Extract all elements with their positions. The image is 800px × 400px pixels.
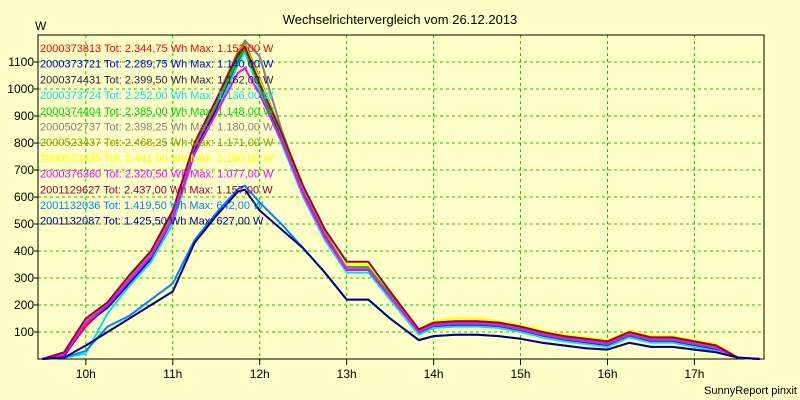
y-tick-label: 800: [14, 136, 34, 150]
series-line-2001129627: [42, 45, 760, 360]
legend-entry-2000373724: 2000373724 Tot: 2.252,00 Wh Max: 1.136,0…: [40, 90, 274, 102]
y-axis: 100 200 300 400 500 600 700 800 900 1000 1100: [7, 55, 38, 339]
series-line-2000373724: [42, 51, 760, 360]
series-line-2001132087: [42, 188, 760, 360]
legend-entry-2000502737: 2000502737 Tot: 2.398,25 Wh Max: 1.180,0…: [40, 122, 274, 134]
x-tick-label: 14h: [424, 367, 444, 381]
y-tick-label: 1000: [7, 82, 34, 96]
y-tick-label: 1100: [8, 55, 34, 69]
y-tick-label: 600: [14, 190, 34, 204]
x-tick-label: 10h: [76, 367, 96, 381]
y-tick-label: 300: [14, 271, 34, 285]
legend-entry-2000374404: 2000374404 Tot: 2.385,00 Wh Max: 1.148,0…: [40, 106, 274, 118]
series-lines: [42, 39, 760, 360]
x-tick-label: 15h: [511, 367, 531, 381]
y-tick-label: 900: [14, 109, 34, 123]
series-line-2000376360: [42, 67, 760, 360]
legend-entry-2000376360: 2000376360 Tot: 2.320,50 Wh Max: 1.077,0…: [40, 169, 274, 181]
y-tick-label: 200: [14, 298, 34, 312]
y-tick-label: 700: [14, 163, 34, 177]
legend-entry-2000523435: 2000523435 Tot: 2.441,00 Wh Max: 1.160,0…: [40, 153, 274, 165]
y-axis-label: W: [35, 19, 47, 33]
x-tick-label: 16h: [597, 367, 617, 381]
gridlines: [38, 35, 764, 359]
y-tick-label: 400: [14, 244, 34, 258]
x-tick-label: 11h: [163, 367, 182, 381]
x-tick-label: 13h: [337, 367, 357, 381]
x-tick-label: 17h: [684, 367, 704, 381]
legend-entry-2001132036: 2001132036 Tot: 1.419,50 Wh Max: 642,00 …: [40, 200, 264, 212]
y-tick-label: 100: [14, 325, 34, 339]
legend-entry-2001129627: 2001129627 Tot: 2.437,00 Wh Max: 1.157,0…: [40, 184, 273, 196]
legend-entry-2000523437: 2000523437 Tot: 2.468,25 Wh Max: 1.171,0…: [40, 137, 274, 149]
credit-text: SunnyReport pinxit: [704, 385, 797, 397]
legend: 2000373813 Tot: 2.344,75 Wh Max: 1.152,0…: [40, 43, 274, 228]
legend-entry-2000373721: 2000373721 Tot: 2.289,75 Wh Max: 1.140,0…: [40, 59, 274, 71]
chart-title: Wechselrichtervergleich vom 26.12.2013: [283, 12, 518, 27]
legend-entry-2001132087: 2001132087 Tot: 1.425,50 Wh Max: 627,00 …: [40, 216, 264, 228]
x-tick-label: 12h: [250, 367, 270, 381]
legend-entry-2000374431: 2000374431 Tot: 2.399,50 Wh Max: 1.162,0…: [40, 74, 274, 86]
y-tick-label: 500: [14, 217, 34, 231]
legend-entry-2000373813: 2000373813 Tot: 2.344,75 Wh Max: 1.152,0…: [40, 43, 274, 55]
x-axis: 10h 11h 12h 13h 14h 15h 16h 17h: [76, 359, 704, 381]
